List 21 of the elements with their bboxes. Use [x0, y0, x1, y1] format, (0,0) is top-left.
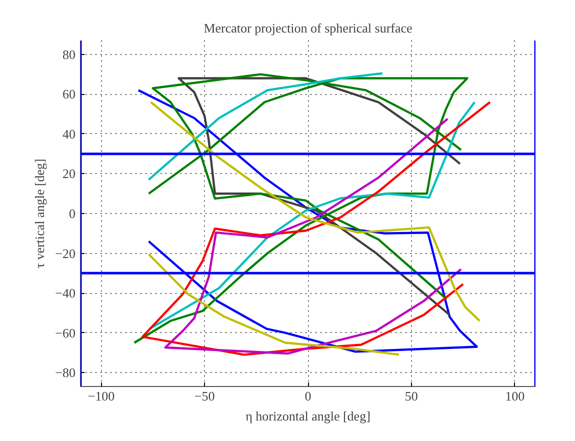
- x-tick-label: −50: [194, 388, 215, 404]
- y-axis-title: τ vertical angle [deg]: [32, 158, 48, 268]
- y-tick-label: 60: [62, 86, 76, 102]
- x-tick-label: −100: [88, 388, 115, 404]
- y-tick-label: −40: [55, 286, 76, 301]
- chart-title: Mercator projection of spherical surface: [204, 20, 413, 36]
- y-tick-label: 20: [62, 166, 76, 182]
- line-series: [178, 77, 462, 316]
- y-tick-label: 0: [69, 206, 76, 221]
- y-tick-label: −80: [55, 365, 76, 380]
- line-series: [148, 253, 400, 356]
- line-series: [164, 118, 462, 355]
- x-tick-label: 100: [505, 388, 525, 404]
- x-axis-title: η horizontal angle [deg]: [246, 408, 370, 424]
- y-tick-label: 80: [62, 46, 76, 62]
- x-tick-label: 0: [304, 388, 312, 404]
- y-tick-label: 40: [62, 126, 76, 142]
- y-tick-label: −60: [55, 325, 76, 340]
- line-series: [148, 72, 384, 181]
- y-tick-label: −20: [55, 246, 76, 261]
- x-tick-label: 50: [404, 388, 418, 404]
